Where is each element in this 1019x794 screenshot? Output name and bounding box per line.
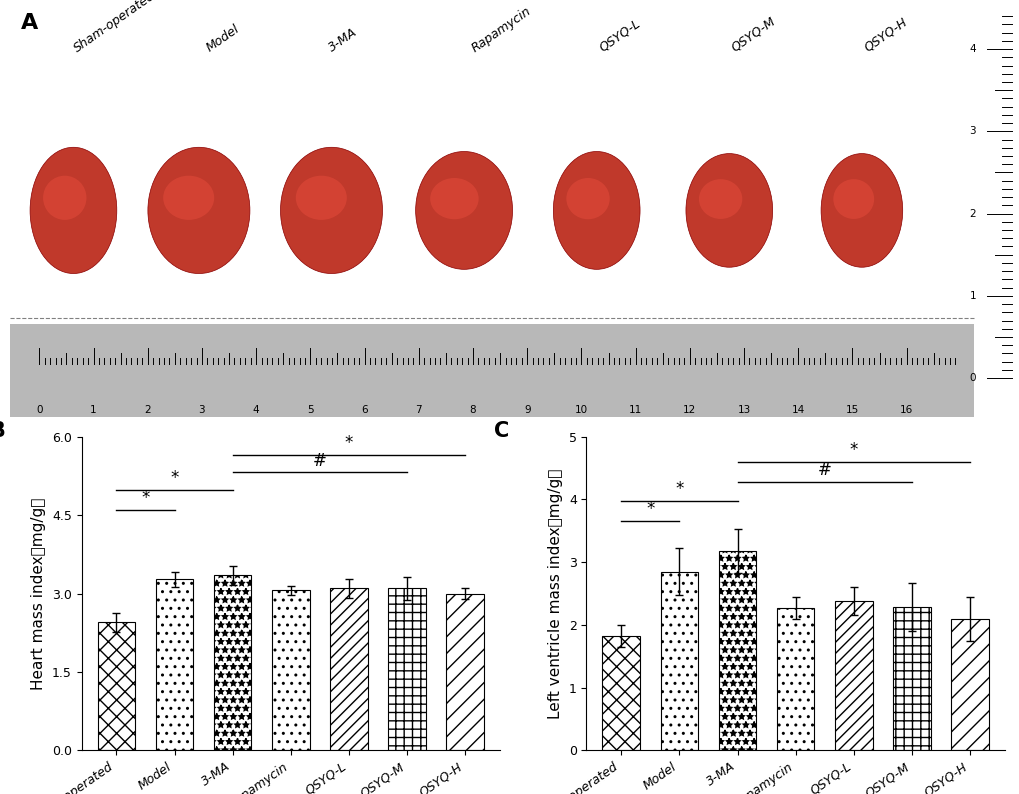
Text: *: * [646, 500, 654, 518]
Ellipse shape [30, 147, 117, 273]
Text: 6: 6 [361, 405, 368, 414]
Text: 1: 1 [969, 291, 975, 301]
FancyBboxPatch shape [10, 324, 973, 417]
Text: *: * [142, 489, 150, 507]
Ellipse shape [698, 179, 742, 219]
Y-axis label: Left ventricle mass index（mg/g）: Left ventricle mass index（mg/g） [547, 468, 562, 719]
Ellipse shape [820, 153, 902, 268]
Text: 0: 0 [969, 373, 975, 383]
Ellipse shape [833, 179, 873, 219]
Text: 16: 16 [899, 405, 912, 414]
Text: A: A [20, 13, 38, 33]
Text: 1: 1 [90, 405, 97, 414]
Text: QSYQ-M: QSYQ-M [729, 15, 777, 55]
Text: 14: 14 [791, 405, 804, 414]
Bar [834, 601, 871, 750]
Text: 8: 8 [469, 405, 476, 414]
Bar [98, 622, 136, 750]
Text: *: * [344, 434, 353, 453]
Text: 0: 0 [36, 405, 43, 414]
Bar [660, 572, 698, 750]
Text: 3-MA: 3-MA [326, 26, 360, 55]
Bar [602, 636, 640, 750]
Text: 2: 2 [145, 405, 151, 414]
Ellipse shape [566, 178, 609, 219]
Text: QSYQ-L: QSYQ-L [596, 17, 642, 55]
Text: 15: 15 [845, 405, 858, 414]
Ellipse shape [552, 152, 640, 269]
Bar [892, 607, 929, 750]
Ellipse shape [43, 175, 87, 220]
Ellipse shape [148, 147, 250, 273]
Text: *: * [849, 441, 857, 459]
Text: C: C [494, 421, 510, 441]
Text: #: # [313, 452, 326, 469]
Ellipse shape [430, 178, 478, 219]
Text: 4: 4 [253, 405, 259, 414]
Bar [214, 575, 252, 750]
Bar [271, 591, 310, 750]
Text: *: * [675, 480, 683, 498]
Text: 5: 5 [307, 405, 314, 414]
Text: Model: Model [204, 22, 242, 55]
Bar [387, 588, 425, 750]
Text: 13: 13 [737, 405, 750, 414]
Ellipse shape [163, 175, 214, 220]
Text: 9: 9 [524, 405, 530, 414]
Bar [950, 619, 987, 750]
Y-axis label: Heart mass index（mg/g）: Heart mass index（mg/g） [32, 497, 46, 690]
Text: 2: 2 [969, 209, 975, 218]
Text: 12: 12 [683, 405, 696, 414]
Ellipse shape [416, 152, 513, 269]
Text: Sham-operated: Sham-operated [71, 0, 158, 55]
Ellipse shape [685, 153, 772, 268]
Text: 7: 7 [415, 405, 422, 414]
Text: 3: 3 [199, 405, 205, 414]
Bar [775, 608, 814, 750]
Text: 4: 4 [969, 44, 975, 54]
Bar [329, 588, 367, 750]
Text: #: # [817, 461, 830, 479]
Text: B: B [0, 421, 5, 441]
Text: 10: 10 [575, 405, 587, 414]
Ellipse shape [280, 147, 382, 273]
Text: *: * [170, 469, 178, 488]
Text: 11: 11 [629, 405, 642, 414]
Text: QSYQ-H: QSYQ-H [861, 16, 909, 55]
Bar [445, 594, 483, 750]
Bar [718, 551, 756, 750]
Text: Rapamycin: Rapamycin [469, 4, 533, 55]
Ellipse shape [296, 175, 346, 220]
Bar [156, 580, 194, 750]
Text: 3: 3 [969, 126, 975, 137]
